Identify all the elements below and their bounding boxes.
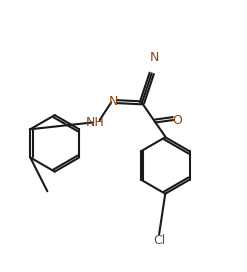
Text: N: N <box>109 95 118 108</box>
Text: N: N <box>149 51 159 64</box>
Text: NH: NH <box>86 116 105 129</box>
Text: O: O <box>173 113 183 126</box>
Text: Cl: Cl <box>153 234 165 247</box>
